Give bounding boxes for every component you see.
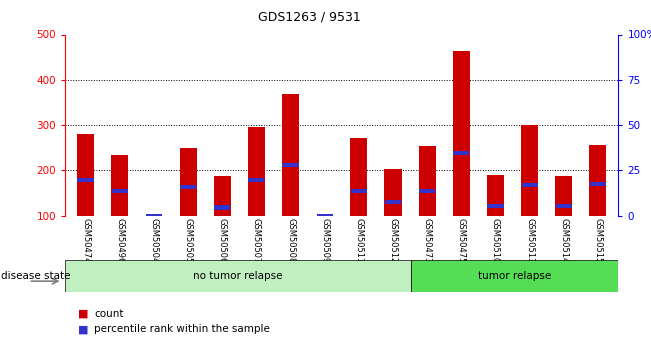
Bar bbox=[453, 151, 469, 155]
Bar bbox=[419, 189, 436, 193]
Bar bbox=[411, 260, 618, 292]
Bar bbox=[385, 169, 402, 216]
Text: count: count bbox=[94, 309, 124, 319]
Text: GSM50514: GSM50514 bbox=[559, 218, 568, 263]
Bar bbox=[180, 148, 197, 216]
Text: ■: ■ bbox=[78, 325, 89, 334]
Text: GSM50508: GSM50508 bbox=[286, 218, 295, 263]
Text: GSM50506: GSM50506 bbox=[217, 218, 227, 263]
Bar bbox=[248, 127, 265, 216]
Bar bbox=[521, 183, 538, 187]
Bar bbox=[248, 178, 264, 183]
Bar bbox=[146, 214, 162, 218]
Text: GSM50496: GSM50496 bbox=[115, 218, 124, 263]
Bar bbox=[385, 200, 401, 204]
Text: GSM50473: GSM50473 bbox=[422, 218, 432, 263]
Bar bbox=[419, 146, 436, 216]
Bar bbox=[65, 260, 411, 292]
Bar bbox=[487, 175, 504, 216]
Bar bbox=[589, 145, 607, 216]
Bar bbox=[111, 155, 128, 216]
Bar bbox=[214, 205, 230, 209]
Text: GSM50504: GSM50504 bbox=[150, 218, 158, 263]
Bar bbox=[316, 214, 333, 218]
Bar bbox=[521, 125, 538, 216]
Bar bbox=[453, 51, 470, 216]
Text: GSM50474: GSM50474 bbox=[81, 218, 90, 263]
Text: GSM50510: GSM50510 bbox=[491, 218, 500, 263]
Bar bbox=[350, 138, 367, 216]
Text: GSM50505: GSM50505 bbox=[184, 218, 193, 263]
Text: GSM50515: GSM50515 bbox=[594, 218, 602, 263]
Text: GSM50507: GSM50507 bbox=[252, 218, 261, 263]
Bar bbox=[111, 189, 128, 193]
Bar bbox=[214, 176, 230, 216]
Bar bbox=[282, 94, 299, 216]
Bar bbox=[555, 176, 572, 216]
Bar bbox=[77, 134, 94, 216]
Bar bbox=[351, 189, 367, 193]
Text: no tumor relapse: no tumor relapse bbox=[193, 271, 283, 281]
Bar bbox=[488, 204, 504, 208]
Bar bbox=[180, 185, 196, 189]
Text: ■: ■ bbox=[78, 309, 89, 319]
Text: percentile rank within the sample: percentile rank within the sample bbox=[94, 325, 270, 334]
Text: GSM50511: GSM50511 bbox=[354, 218, 363, 263]
Text: GDS1263 / 9531: GDS1263 / 9531 bbox=[258, 10, 361, 23]
Bar bbox=[77, 178, 94, 183]
Text: GSM50512: GSM50512 bbox=[389, 218, 398, 263]
Bar bbox=[283, 163, 299, 167]
Text: disease state: disease state bbox=[1, 271, 70, 281]
Text: GSM50513: GSM50513 bbox=[525, 218, 534, 263]
Bar bbox=[590, 182, 606, 186]
Text: GSM50509: GSM50509 bbox=[320, 218, 329, 263]
Text: tumor relapse: tumor relapse bbox=[478, 271, 551, 281]
Bar bbox=[556, 204, 572, 208]
Text: GSM50475: GSM50475 bbox=[457, 218, 466, 263]
